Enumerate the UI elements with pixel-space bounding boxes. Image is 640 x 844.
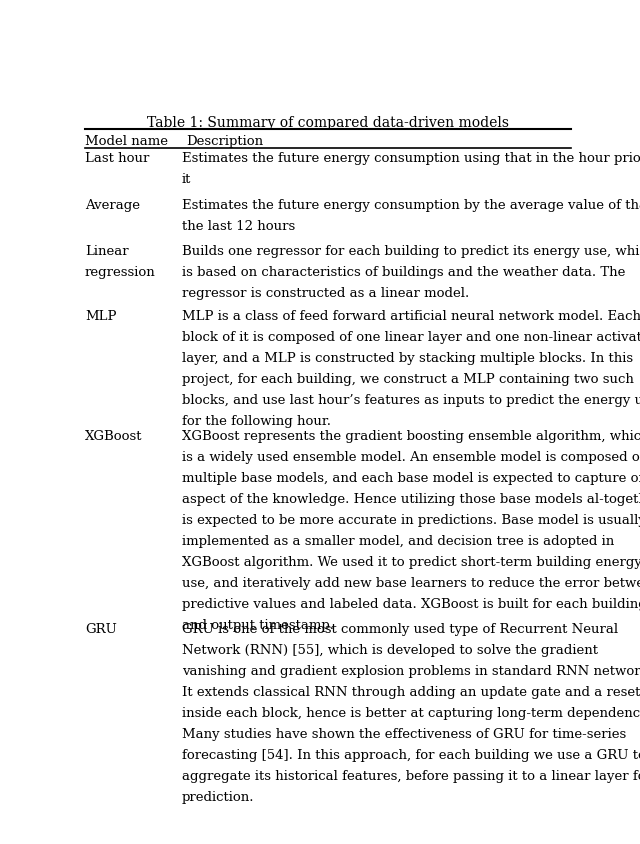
Text: MLP is a class of feed forward artificial neural network model. Each
block of it: MLP is a class of feed forward artificia… [182, 310, 640, 428]
Text: Description: Description [187, 135, 264, 148]
Text: XGBoost represents the gradient boosting ensemble algorithm, which
is a widely u: XGBoost represents the gradient boosting… [182, 430, 640, 632]
Text: GRU: GRU [85, 623, 117, 636]
Text: Average: Average [85, 198, 140, 212]
Text: GRU is one of the most commonly used type of Recurrent Neural
Network (RNN) [55]: GRU is one of the most commonly used typ… [182, 623, 640, 803]
Text: MLP: MLP [85, 310, 116, 323]
Text: Builds one regressor for each building to predict its energy use, which
is based: Builds one regressor for each building t… [182, 246, 640, 300]
Text: Estimates the future energy consumption using that in the hour prior to
it: Estimates the future energy consumption … [182, 152, 640, 186]
Text: Table 1: Summary of compared data-driven models: Table 1: Summary of compared data-driven… [147, 116, 509, 130]
Text: Model name: Model name [85, 135, 168, 148]
Text: XGBoost: XGBoost [85, 430, 143, 443]
Text: Last hour: Last hour [85, 152, 149, 165]
Text: Estimates the future energy consumption by the average value of that in
the last: Estimates the future energy consumption … [182, 198, 640, 233]
Text: Linear
regression: Linear regression [85, 246, 156, 279]
